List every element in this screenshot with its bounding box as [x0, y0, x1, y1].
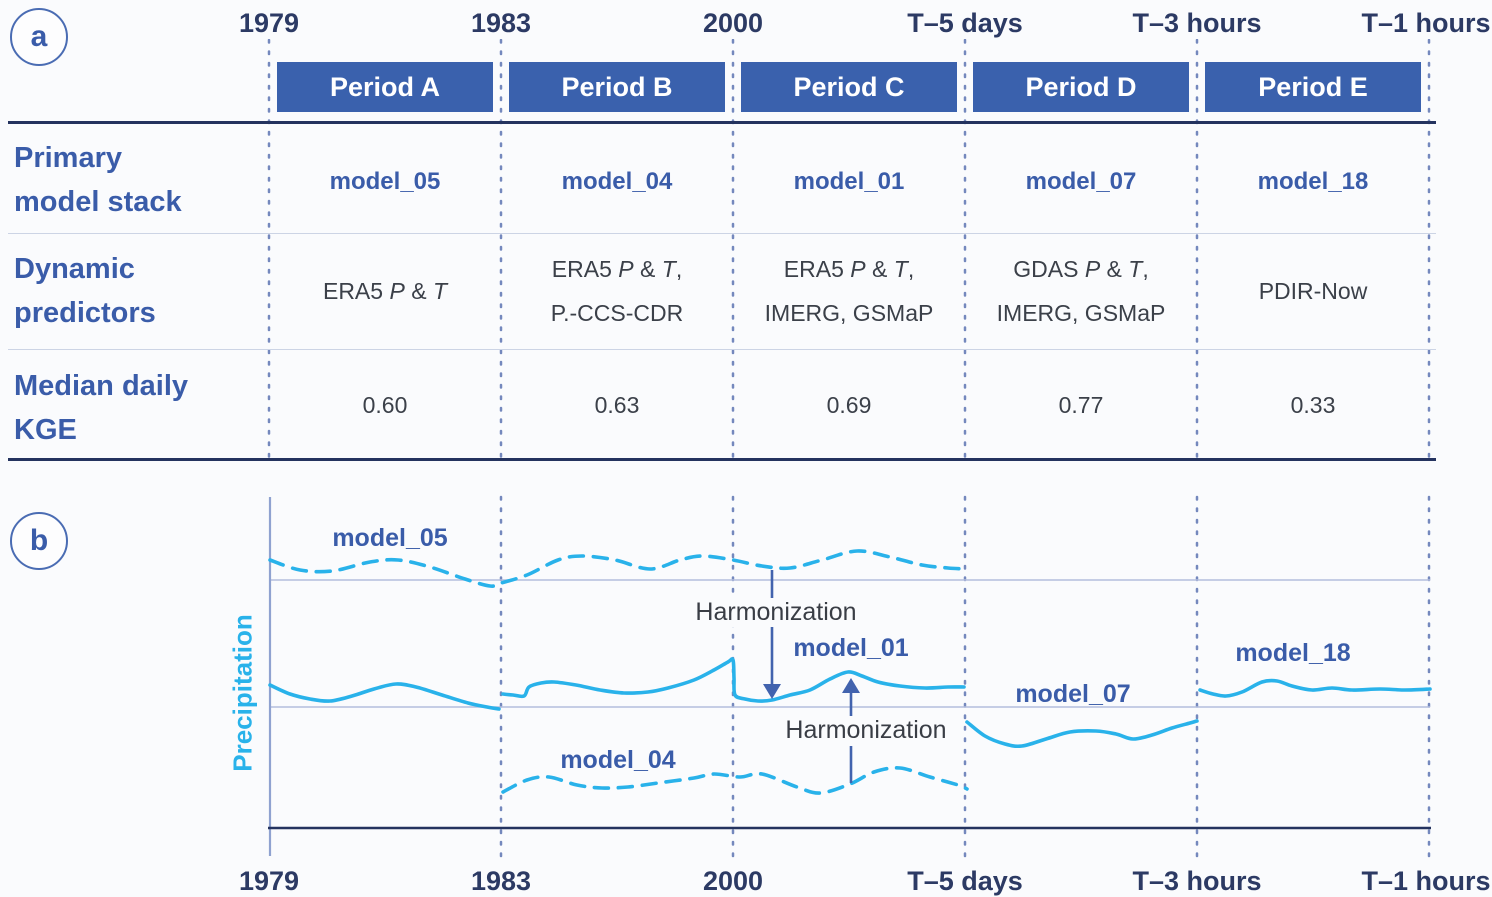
timeline-label-2000-bottom: 2000 — [696, 866, 770, 897]
timeline-label-t1hours-top: T–1 hours — [1355, 8, 1492, 39]
table-row-divider — [8, 349, 1436, 350]
predictors-period-b: ERA5 P & T, P.-CCS-CDR — [550, 256, 684, 326]
timeline-label-t3hours-top: T–3 hours — [1126, 8, 1268, 39]
table-top-rule — [8, 121, 1436, 124]
period-a-header: Period A — [277, 62, 493, 112]
row-header-primary-model-stack: Primary model stack — [14, 142, 182, 218]
kge-period-c: 0.69 — [826, 392, 872, 418]
timeline-label-t3hours-bottom: T–3 hours — [1126, 866, 1268, 897]
row-header-dynamic-predictors: Dynamic predictors — [14, 253, 156, 329]
kge-period-d: 0.77 — [1058, 392, 1104, 418]
timeline-label-1979-bottom: 1979 — [232, 866, 306, 897]
model-stack-period-c: model_01 — [793, 168, 905, 195]
series-model_07 — [965, 719, 1199, 749]
model-stack-period-a: model_05 — [329, 168, 441, 195]
predictors-period-a: ERA5 P & T — [322, 278, 447, 304]
harmonization-arrow-head — [763, 684, 781, 699]
period-e-header: Period E — [1205, 62, 1421, 112]
timeline-label-2000-top: 2000 — [696, 8, 770, 39]
series-label-model-05: model_05 — [332, 524, 448, 552]
series-model_05 — [268, 549, 969, 588]
series-model_04 — [501, 766, 969, 795]
predictors-period-c: ERA5 P & T, IMERG, GSMaP — [764, 256, 934, 326]
timeline-label-1983-top: 1983 — [464, 8, 538, 39]
timeline-label-t5days-top: T–5 days — [901, 8, 1029, 39]
harmonization-annotation-1: Harmonization — [691, 598, 861, 627]
timeline-label-1983-bottom: 1983 — [464, 866, 538, 897]
panel-a-tag: a — [10, 8, 68, 66]
panel-b-letter: b — [29, 524, 49, 557]
table-bottom-rule — [8, 458, 1436, 461]
period-c-header: Period C — [741, 62, 957, 112]
series-harmonized_period_A — [268, 682, 501, 711]
kge-period-b: 0.63 — [594, 392, 640, 418]
panel-b-tag: b — [10, 512, 68, 570]
series-label-model-01: model_01 — [793, 634, 909, 662]
timeline-label-t5days-bottom: T–5 days — [901, 866, 1029, 897]
predictors-period-d: GDAS P & T, IMERG, GSMaP — [996, 256, 1166, 326]
period-b-header: Period B — [509, 62, 725, 112]
kge-period-a: 0.60 — [362, 392, 408, 418]
row-header-median-daily-kge: Median daily KGE — [14, 370, 189, 446]
predictors-period-e: PDIR-Now — [1258, 278, 1368, 304]
model-stack-period-e: model_18 — [1257, 168, 1369, 195]
harmonization-arrow-head — [842, 678, 860, 693]
model-stack-period-b: model_04 — [561, 168, 673, 195]
series-harmonized_period_BC_model_01 — [501, 657, 966, 703]
series-label-model-07: model_07 — [1015, 680, 1131, 708]
series-label-model-04: model_04 — [560, 746, 676, 774]
period-d-header: Period D — [973, 62, 1189, 112]
model-stack-period-d: model_07 — [1025, 168, 1137, 195]
harmonization-annotation-2: Harmonization — [781, 716, 951, 745]
series-model_18 — [1198, 678, 1432, 698]
y-axis-label-precipitation: Precipitation — [227, 614, 258, 772]
timeline-label-t1hours-bottom: T–1 hours — [1355, 866, 1492, 897]
kge-period-e: 0.33 — [1290, 392, 1336, 418]
table-row-divider — [8, 233, 1436, 234]
timeline-label-1979-top: 1979 — [232, 8, 306, 39]
panel-a-letter: a — [30, 20, 48, 53]
series-label-model-18: model_18 — [1235, 639, 1351, 667]
